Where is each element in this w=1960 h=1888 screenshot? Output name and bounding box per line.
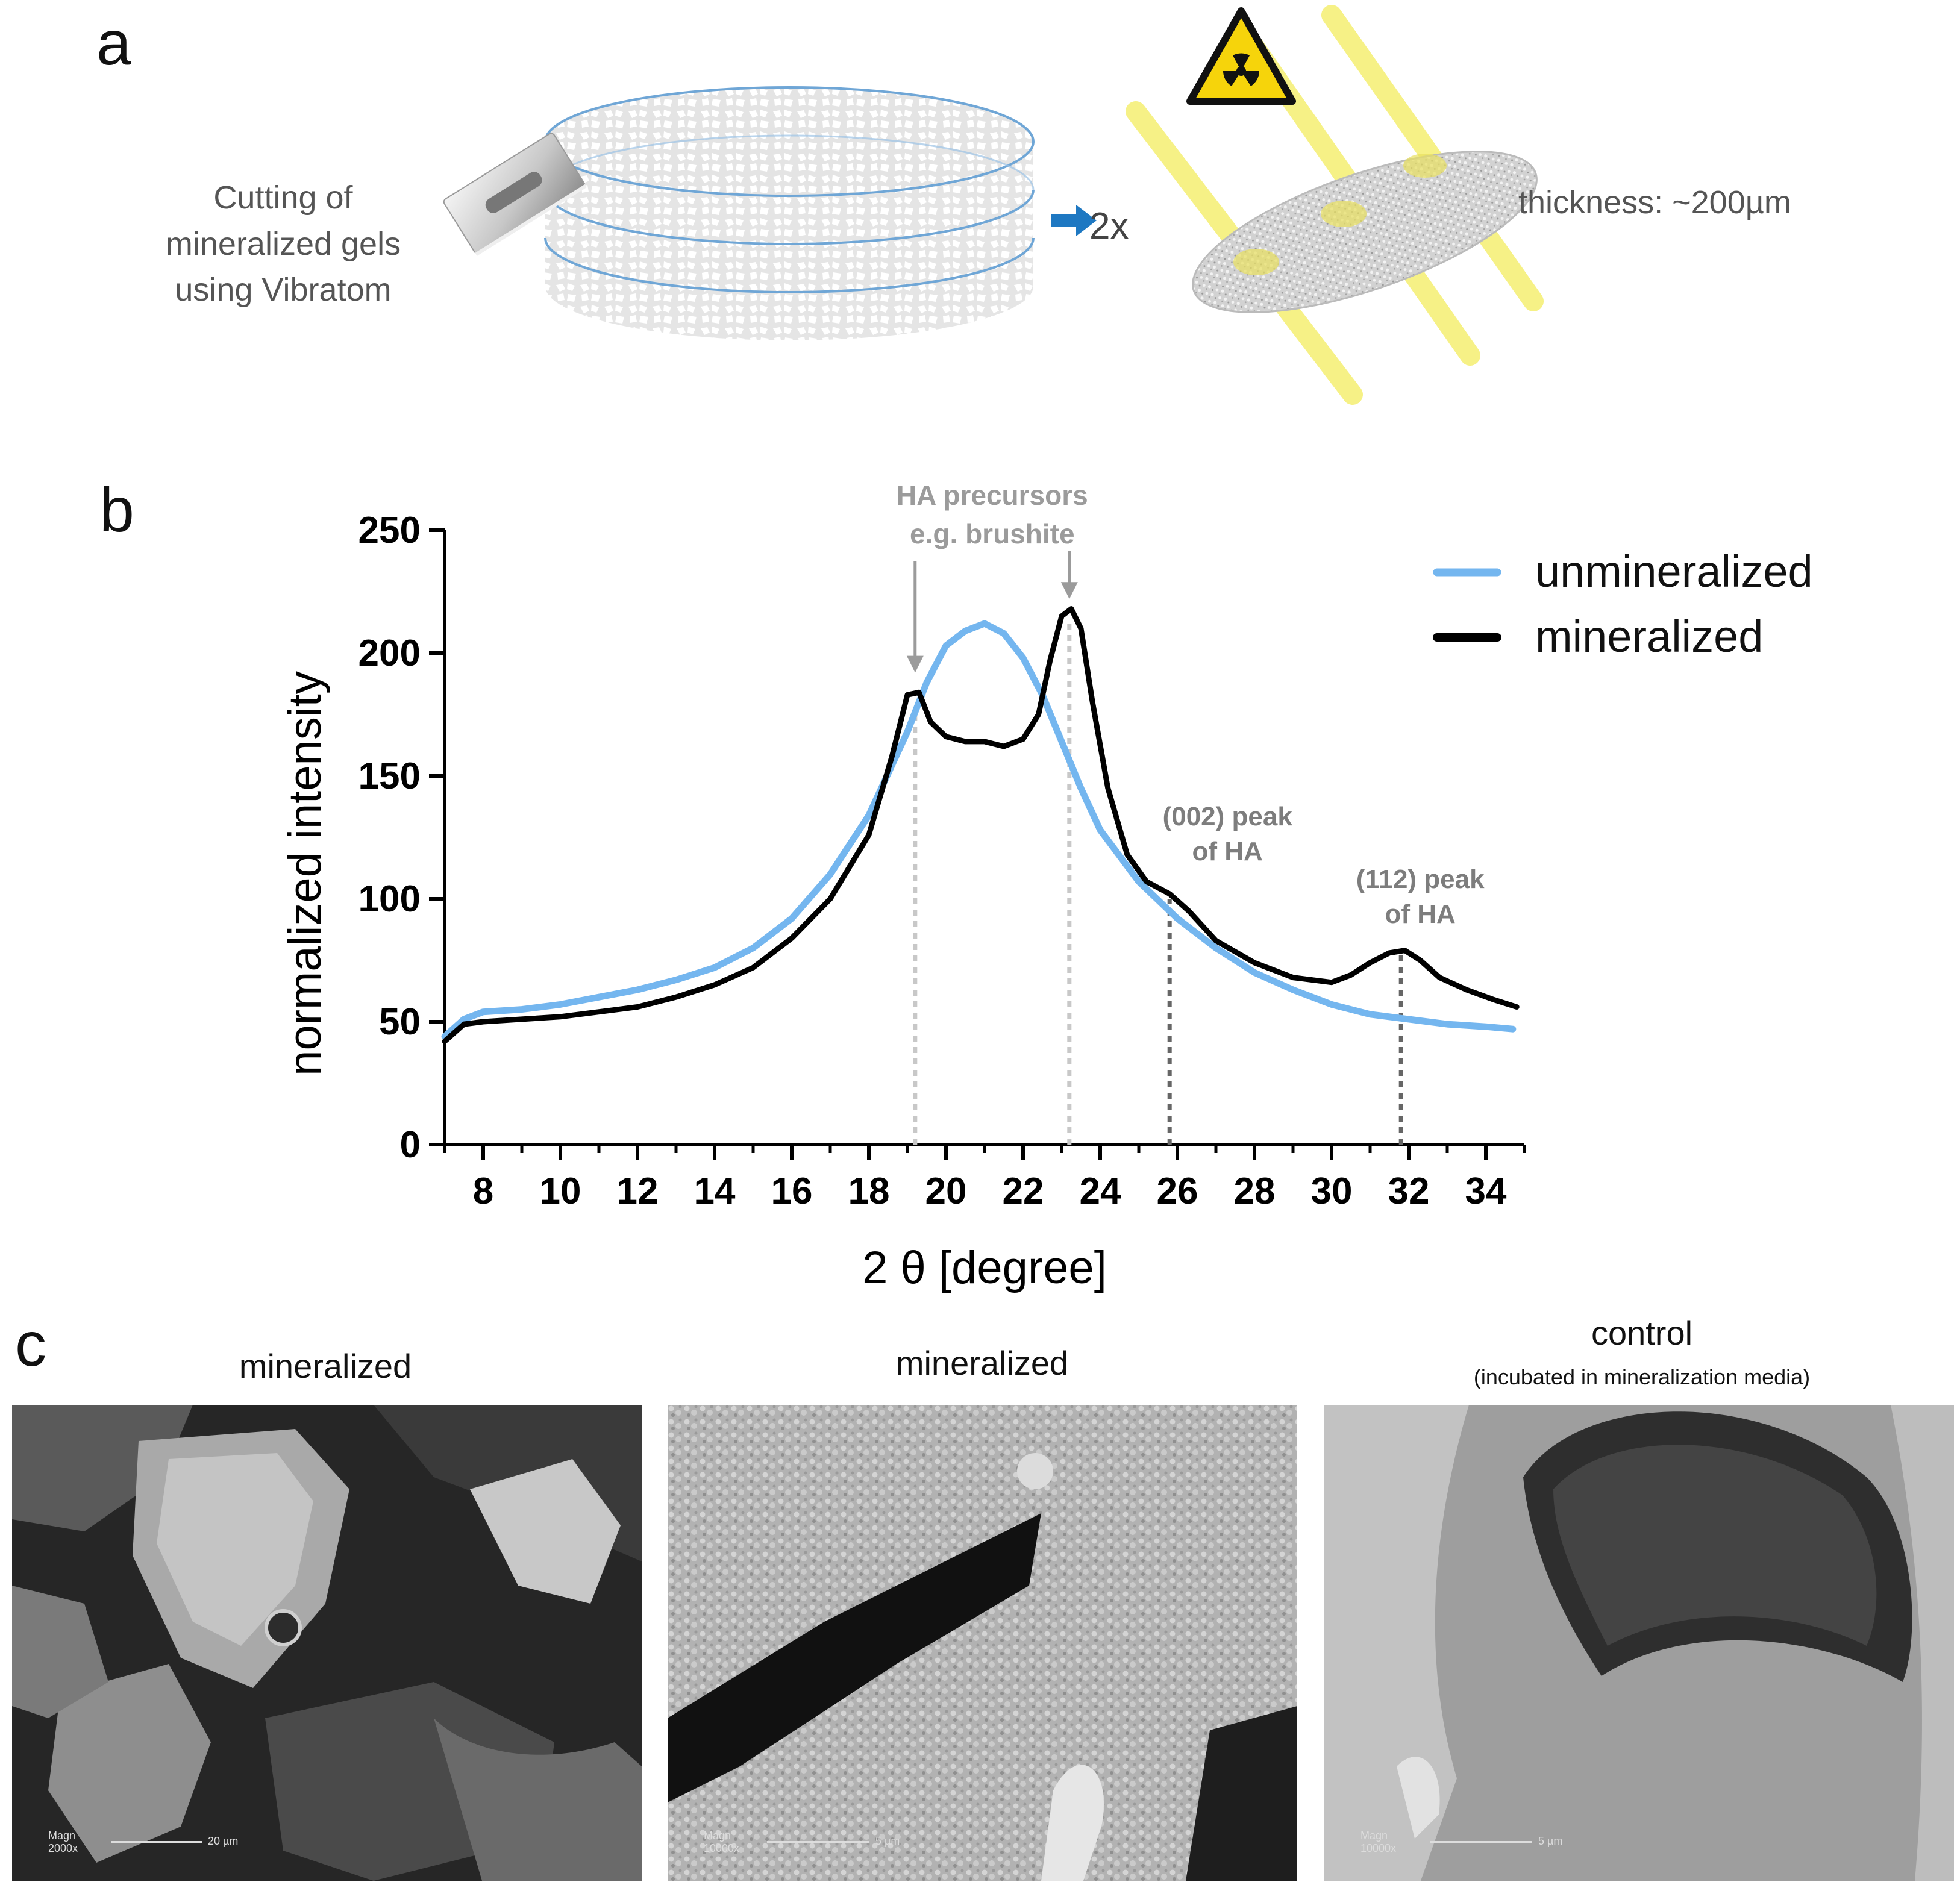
magn-value-2: 10000x	[704, 1842, 740, 1854]
sem-texture-1	[12, 1405, 642, 1881]
x-tick-label: 16	[771, 1171, 813, 1212]
magn-label-3: Magn	[1360, 1830, 1388, 1842]
peak-002-annotation-text: of HA	[1192, 837, 1263, 866]
panel-label-c: c	[15, 1310, 46, 1380]
multiplier-label: 2x	[1089, 205, 1129, 247]
y-tick-label: 250	[358, 510, 421, 551]
panel-label-b: b	[99, 475, 134, 545]
schematic-a	[443, 5, 1544, 405]
peak-002-annotation-text: (002) peak	[1163, 802, 1293, 831]
y-tick-label: 150	[358, 755, 421, 797]
razor-blade-icon	[443, 133, 587, 256]
peak-112-annotation-text: of HA	[1385, 899, 1456, 929]
xrd-line-chart: 0 50 100 150 200 250 8 10 12 14 16 18 20 22 24 26 28 30 32…	[280, 480, 1813, 1293]
sem-title-2: mineralized	[895, 1344, 1069, 1382]
cutting-step-text: Cutting of mineralized gels using Vibrat…	[121, 175, 446, 313]
scale-bar-3	[1430, 1841, 1532, 1843]
precursor-arrow-head	[1060, 582, 1078, 599]
scale-info-3: Magn 10000x	[1360, 1830, 1396, 1854]
sem-subtitle-3: (incubated in mineralization media)	[1473, 1364, 1811, 1389]
x-tick-label: 32	[1388, 1171, 1430, 1212]
x-tick-label: 26	[1157, 1171, 1198, 1212]
legend-label-mineralized: mineralized	[1535, 611, 1763, 661]
gel-slice-disc-icon	[1192, 151, 1538, 313]
x-tick-label: 22	[1003, 1171, 1044, 1212]
x-tick-label: 20	[925, 1171, 967, 1212]
thickness-label: thickness: ~200µm	[1518, 184, 1791, 220]
scale-info-2: Magn 10000x	[704, 1830, 739, 1854]
magn-label-2: Magn	[704, 1830, 731, 1842]
cutting-step-line-1: Cutting of	[213, 180, 353, 216]
y-tick-label: 0	[400, 1124, 421, 1166]
peak-112-annotation-text: (112) peak	[1356, 864, 1485, 894]
x-tick-label: 34	[1465, 1171, 1507, 1212]
precursor-annotation-text: e.g. brushite	[910, 518, 1074, 549]
scale-bar-1	[111, 1841, 202, 1843]
scale-bar-label-1: 20 µm	[208, 1835, 239, 1847]
sem-texture-3	[1324, 1405, 1954, 1881]
scale-bar-label-2: 5 µm	[875, 1835, 900, 1847]
sem-image-mineralized-10000x: Magn 10000x 5 µm	[668, 1405, 1297, 1881]
x-tick-label: 30	[1311, 1171, 1353, 1212]
series-line-unmineralized	[441, 620, 1517, 1040]
magn-value-3: 10000x	[1360, 1842, 1397, 1854]
y-tick-label: 50	[379, 1001, 421, 1043]
x-tick-label: 8	[473, 1171, 493, 1212]
x-tick-label: 14	[694, 1171, 736, 1212]
x-tick-label: 18	[848, 1171, 890, 1212]
magn-value-1: 2000x	[48, 1842, 78, 1854]
y-tick-label: 100	[358, 878, 421, 920]
x-tick-label: 24	[1080, 1171, 1121, 1212]
cutting-step-line-2: mineralized gels	[165, 225, 401, 262]
y-tick-label: 200	[358, 633, 421, 674]
panel-label-a: a	[96, 8, 131, 78]
precursor-annotation-text: HA precursors	[897, 480, 1088, 511]
legend-label-unmineralized: unmineralized	[1535, 546, 1813, 596]
scale-bar-2	[767, 1841, 869, 1843]
precursor-arrow-head	[906, 655, 924, 673]
sem-image-control-10000x: Magn 10000x 5 µm	[1324, 1405, 1954, 1881]
sem-title-3: control	[1591, 1314, 1693, 1352]
arrow-right-icon	[1051, 205, 1097, 236]
series-line-mineralized	[442, 606, 1520, 1045]
sem-image-mineralized-2000x: Magn 2000x 20 µm	[12, 1405, 642, 1881]
sem-texture-2	[668, 1405, 1297, 1881]
gel-cylinder-icon	[544, 86, 1035, 340]
scale-info-1: Magn 2000x	[48, 1830, 78, 1854]
radiation-hazard-icon	[1186, 7, 1296, 105]
magn-label-1: Magn	[48, 1830, 76, 1842]
scale-bar-label-3: 5 µm	[1538, 1835, 1563, 1847]
y-axis-label: normalized intensity	[280, 671, 331, 1076]
cutting-step-line-3: using Vibratom	[175, 272, 392, 308]
sem-title-1: mineralized	[239, 1347, 412, 1385]
x-axis-label: 2 θ [degree]	[862, 1242, 1107, 1293]
x-tick-label: 12	[617, 1171, 659, 1212]
x-tick-label: 28	[1234, 1171, 1276, 1212]
x-tick-label: 10	[540, 1171, 581, 1212]
